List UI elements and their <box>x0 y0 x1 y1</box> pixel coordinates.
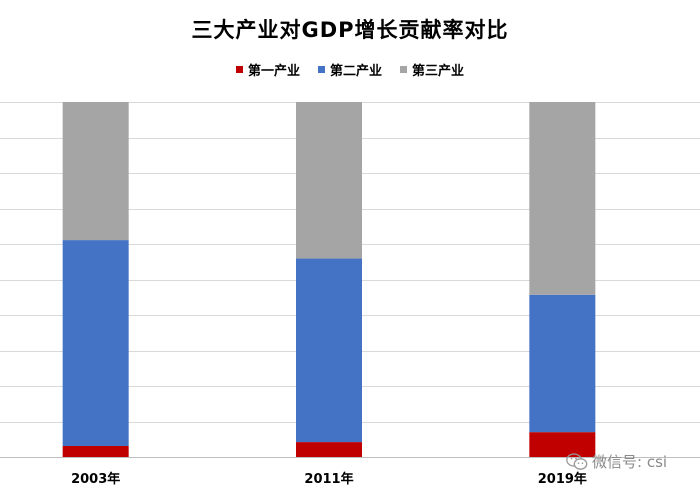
x-tick-label: 2003年 <box>71 471 120 487</box>
legend-swatch <box>235 66 243 73</box>
chart-title: 三大产业对GDP增长贡献率对比 <box>191 18 509 42</box>
legend-item: 第三产业 <box>400 60 464 79</box>
bar-segment <box>529 432 596 457</box>
legend-item: 第二产业 <box>317 60 382 79</box>
bar-segment <box>62 102 129 241</box>
legend: 第一产业 第二产业 第三产业 <box>0 60 700 79</box>
legend-item: 第一产业 <box>235 60 300 79</box>
x-tick-label: 2011年 <box>304 471 353 487</box>
bars <box>62 102 596 457</box>
legend-swatch <box>317 66 325 73</box>
bar-segment <box>296 258 362 443</box>
legend-label: 第三产业 <box>412 64 465 79</box>
watermark-text: 微信号: csi <box>592 453 668 471</box>
legend-swatch <box>400 66 407 73</box>
bar-segment <box>296 102 362 259</box>
watermark: 微信号: csi <box>566 451 667 472</box>
bar-segment <box>62 240 129 446</box>
legend-label: 第二产业 <box>329 64 382 79</box>
wechat-icon <box>566 452 588 470</box>
bar-segment <box>529 102 596 295</box>
bar-segment <box>296 442 362 457</box>
x-tick-label: 2019年 <box>538 471 587 487</box>
bar-segment <box>529 294 596 433</box>
legend-label: 第一产业 <box>247 64 300 79</box>
bar-segment <box>62 445 129 457</box>
x-tick-labels: 2003年 2011年 2019年 <box>71 471 587 487</box>
